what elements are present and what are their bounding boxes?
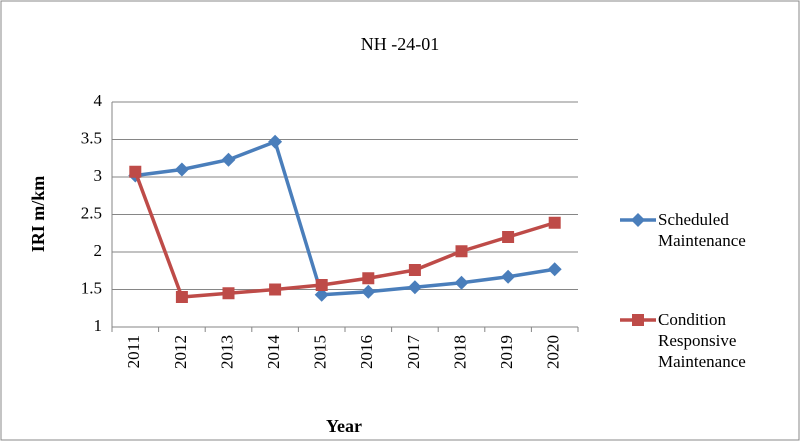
marker	[269, 283, 282, 296]
y-tick-label: 3.5	[81, 128, 102, 147]
marker	[501, 269, 516, 284]
x-axis-title: Year	[326, 416, 362, 436]
chart-title: NH -24-01	[361, 34, 440, 54]
marker	[174, 162, 189, 177]
x-tick-label: 2017	[404, 335, 423, 370]
y-tick-label: 3	[94, 166, 103, 185]
legend-marker	[631, 213, 645, 227]
y-tick-label: 1.5	[81, 278, 102, 297]
marker	[408, 264, 421, 276]
y-tick-label: 2.5	[81, 203, 102, 222]
x-tick-label: 2012	[171, 335, 190, 369]
marker	[407, 280, 422, 295]
series-line	[135, 139, 555, 297]
marker	[221, 152, 236, 167]
marker	[547, 262, 562, 277]
marker	[222, 287, 235, 300]
marker	[314, 287, 329, 302]
marker	[362, 272, 375, 285]
y-tick-label: 2	[94, 241, 103, 260]
y-tick-label: 1	[94, 316, 103, 335]
x-tick-label: 2018	[450, 335, 469, 369]
marker	[268, 134, 283, 149]
marker	[129, 165, 142, 178]
legend-label: Scheduled Maintenance	[658, 210, 746, 250]
marker	[315, 279, 328, 291]
marker	[502, 231, 515, 243]
x-tick-label: 2011	[124, 335, 143, 368]
marker	[175, 291, 188, 303]
series-line	[133, 171, 556, 299]
legend-marker	[632, 314, 644, 326]
x-tick-label: 2016	[357, 335, 376, 369]
x-tick-label: 2019	[497, 335, 516, 369]
x-tick-label: 2020	[544, 335, 563, 369]
marker	[455, 245, 468, 258]
marker	[361, 284, 376, 299]
x-tick-label: 2014	[264, 335, 283, 370]
legend-label: Condition Responsive Maintenance	[658, 310, 746, 371]
x-tick-label: 2013	[217, 335, 236, 369]
y-axis-title: IRI m/km	[28, 176, 48, 253]
marker	[454, 275, 469, 290]
y-tick-label: 4	[94, 91, 103, 110]
x-tick-label: 2015	[311, 335, 330, 369]
marker	[548, 216, 561, 229]
